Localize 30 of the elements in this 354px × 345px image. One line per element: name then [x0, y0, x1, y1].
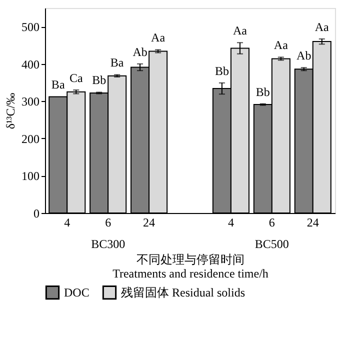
x-tick-label: 24	[306, 216, 319, 230]
data-label: Aa	[151, 30, 166, 45]
data-label: Aa	[314, 20, 330, 34]
y-tick-label: 400	[22, 57, 40, 72]
x-tick-label: 6	[105, 216, 112, 230]
text: BC500	[254, 237, 289, 251]
legend-label: 残留固体 Residual solids	[121, 286, 246, 300]
data-label: Bb	[92, 73, 106, 88]
legend-label: DOC	[64, 286, 90, 300]
x-tick-label: 6	[268, 216, 275, 230]
x-axis-title: 不同处理与停留时间 Treatments and residence time/h	[112, 252, 268, 280]
data-label: Aa	[274, 38, 289, 52]
y-tick-label: 500	[22, 20, 40, 34]
data-label: Ba	[51, 78, 66, 92]
data-label: Ca	[69, 71, 84, 85]
x-tick-label: 4	[228, 216, 234, 230]
y-tick-label: 200	[22, 132, 40, 146]
y-tick-label: 100	[22, 169, 40, 184]
y-tick-label: 0	[34, 206, 40, 220]
y-tick-label: 300	[22, 94, 40, 109]
data-label: Aa	[232, 24, 248, 38]
data-label: Bb	[256, 84, 270, 99]
data-label: Ba	[110, 56, 124, 70]
x-tick-label: 24	[143, 216, 156, 230]
y-axis-title: δ¹³C/‰	[4, 92, 18, 130]
text: BC300	[91, 237, 126, 251]
x-tick-label: 4	[64, 216, 70, 230]
data-label: Ab	[132, 44, 148, 59]
data-label: Ab	[296, 48, 312, 63]
data-label: Bb	[214, 64, 229, 78]
